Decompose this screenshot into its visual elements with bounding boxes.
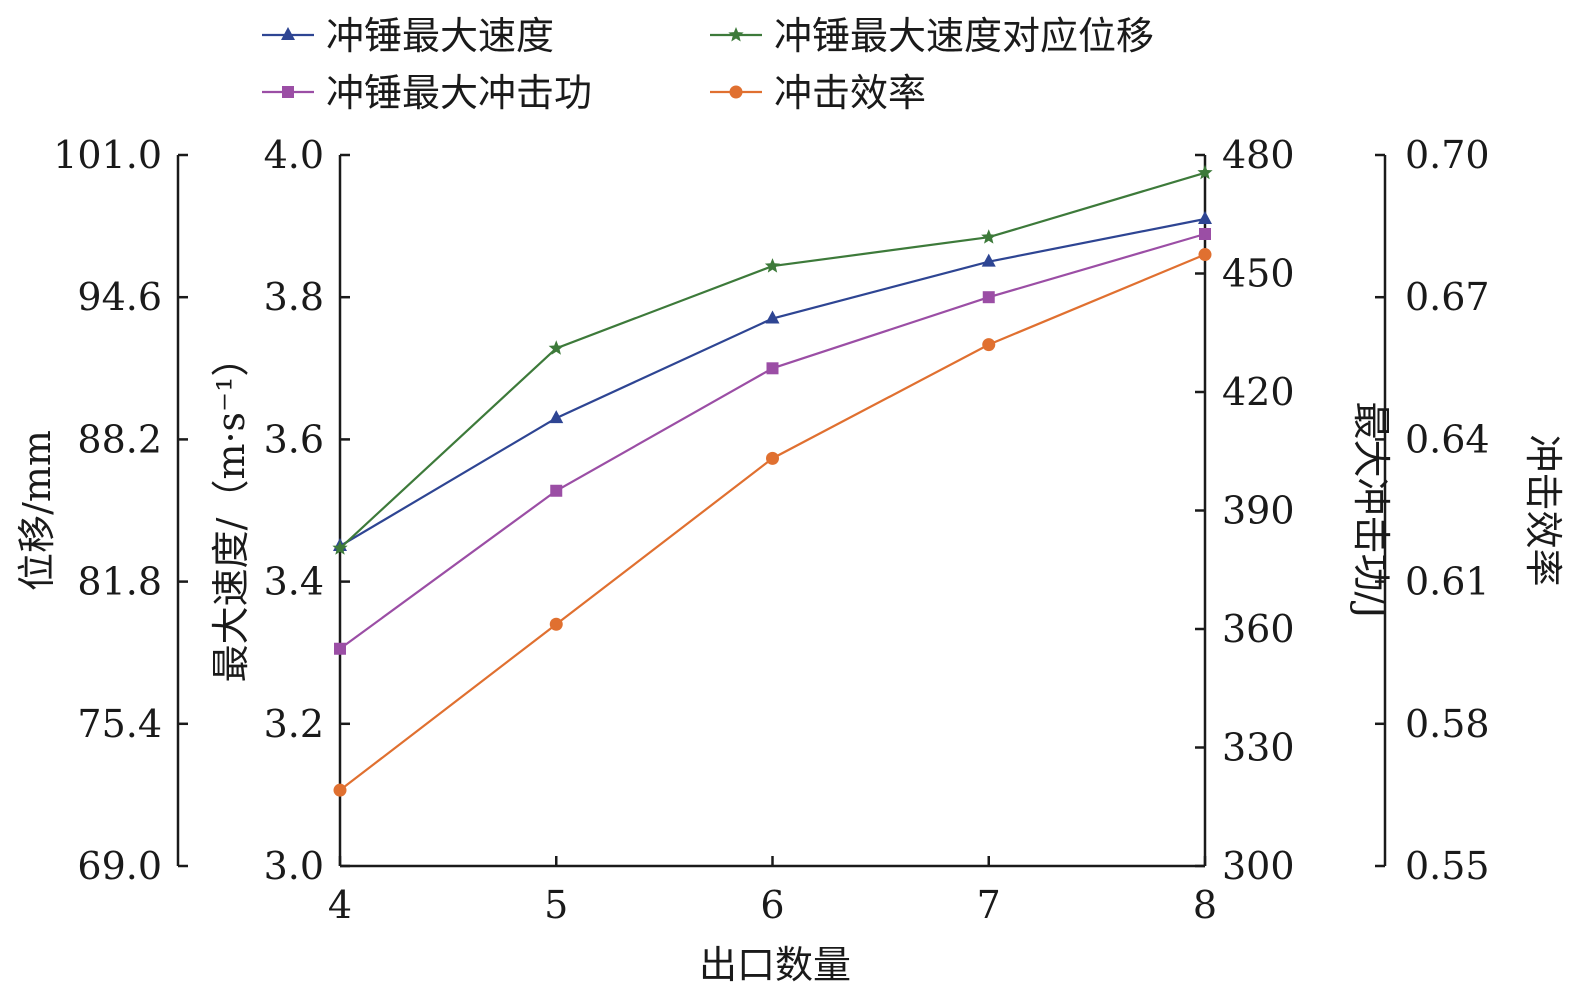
y-tick-label-eff: 0.58 <box>1405 702 1490 746</box>
legend-item: 冲锤最大冲击功 <box>262 71 592 115</box>
y-tick-label-disp: 88.2 <box>77 417 162 461</box>
data-point <box>982 338 996 352</box>
legend-marker <box>729 85 743 99</box>
y-tick-label-eff: 0.61 <box>1405 560 1490 604</box>
data-point <box>981 253 996 267</box>
legend-item: 冲锤最大速度对应位移 <box>710 14 1154 58</box>
x-tick-label: 5 <box>544 883 568 927</box>
y-tick-label-disp: 94.6 <box>77 275 162 319</box>
series-line <box>339 232 1206 650</box>
x-tick-label: 7 <box>977 883 1001 927</box>
y-tick-label-energy: 390 <box>1222 489 1295 533</box>
data-point <box>332 540 348 555</box>
y-tick-label-vel: 3.0 <box>264 844 324 888</box>
data-point <box>765 310 780 324</box>
y-tick-label-energy: 360 <box>1222 607 1295 651</box>
data-point <box>982 291 995 304</box>
y-tick-label-eff: 0.55 <box>1405 844 1490 888</box>
series-2 <box>334 228 1211 655</box>
data-point <box>766 362 779 375</box>
axes: 69.0 75.4 81.8 88.2 94.6 101.0 位移/mm 3.0 3.2 3.4 3… <box>15 133 1565 927</box>
data-point <box>1197 164 1213 180</box>
data-point <box>334 642 346 655</box>
y-axis-title-eff: 冲击效率 <box>1521 434 1565 586</box>
data-point <box>549 617 563 631</box>
legend-label: 冲锤最大速度对应位移 <box>774 14 1154 58</box>
x-axis-title: 出口数量 <box>699 943 851 987</box>
series-line <box>339 171 1206 550</box>
y-tick-label-energy: 480 <box>1222 133 1295 177</box>
y-tick-label-energy: 450 <box>1222 252 1295 296</box>
legend-item: 冲击效率 <box>710 71 926 115</box>
y-axis-title-disp: 位移/mm <box>15 430 59 591</box>
legend-marker <box>281 27 295 40</box>
y-tick-label-energy: 300 <box>1222 844 1295 888</box>
y-tick-label-vel: 3.4 <box>264 560 324 604</box>
y-tick-label-energy: 330 <box>1222 726 1295 770</box>
y-tick-label-vel: 4.0 <box>264 133 324 177</box>
y-axis-title-vel: 最大速度/（m·s⁻¹） <box>209 339 253 683</box>
data-point <box>333 783 347 797</box>
x-tick-label: 6 <box>760 883 784 927</box>
legend-label: 冲锤最大冲击功 <box>326 71 592 115</box>
x-tick-label: 4 <box>328 883 352 927</box>
data-point <box>549 410 564 424</box>
y-tick-label-vel: 3.2 <box>264 702 324 746</box>
data-point <box>548 340 564 355</box>
legend-marker <box>282 86 294 98</box>
y-tick-label-disp: 75.4 <box>77 702 162 746</box>
plot-area <box>332 164 1213 797</box>
data-point <box>550 484 563 497</box>
data-point <box>766 451 779 465</box>
legend-marker <box>728 27 744 42</box>
y-tick-label-vel: 3.8 <box>264 275 324 319</box>
series-3 <box>333 248 1212 797</box>
legend-label: 冲锤最大速度 <box>326 14 554 58</box>
data-point <box>764 258 781 273</box>
y-tick-label-eff: 0.67 <box>1405 275 1490 319</box>
legend-label: 冲击效率 <box>774 71 926 115</box>
y-tick-label-disp: 81.8 <box>77 560 162 604</box>
y-tick-label-eff: 0.70 <box>1405 133 1490 177</box>
y-tick-label-eff: 0.64 <box>1405 417 1490 461</box>
data-point <box>981 229 997 244</box>
y-tick-label-energy: 420 <box>1222 370 1295 414</box>
series-line <box>339 253 1206 792</box>
data-point <box>1199 228 1211 240</box>
y-axis-title-energy: 最大冲击功/J <box>1349 401 1393 619</box>
y-tick-label-vel: 3.6 <box>264 417 324 461</box>
series-1 <box>332 164 1213 555</box>
data-point <box>1198 248 1212 262</box>
legend-item: 冲锤最大速度 <box>262 14 554 58</box>
x-tick-label: 8 <box>1193 883 1217 927</box>
data-point <box>1198 210 1212 224</box>
y-tick-label-disp: 101.0 <box>53 133 162 177</box>
y-tick-label-disp: 69.0 <box>77 844 162 888</box>
